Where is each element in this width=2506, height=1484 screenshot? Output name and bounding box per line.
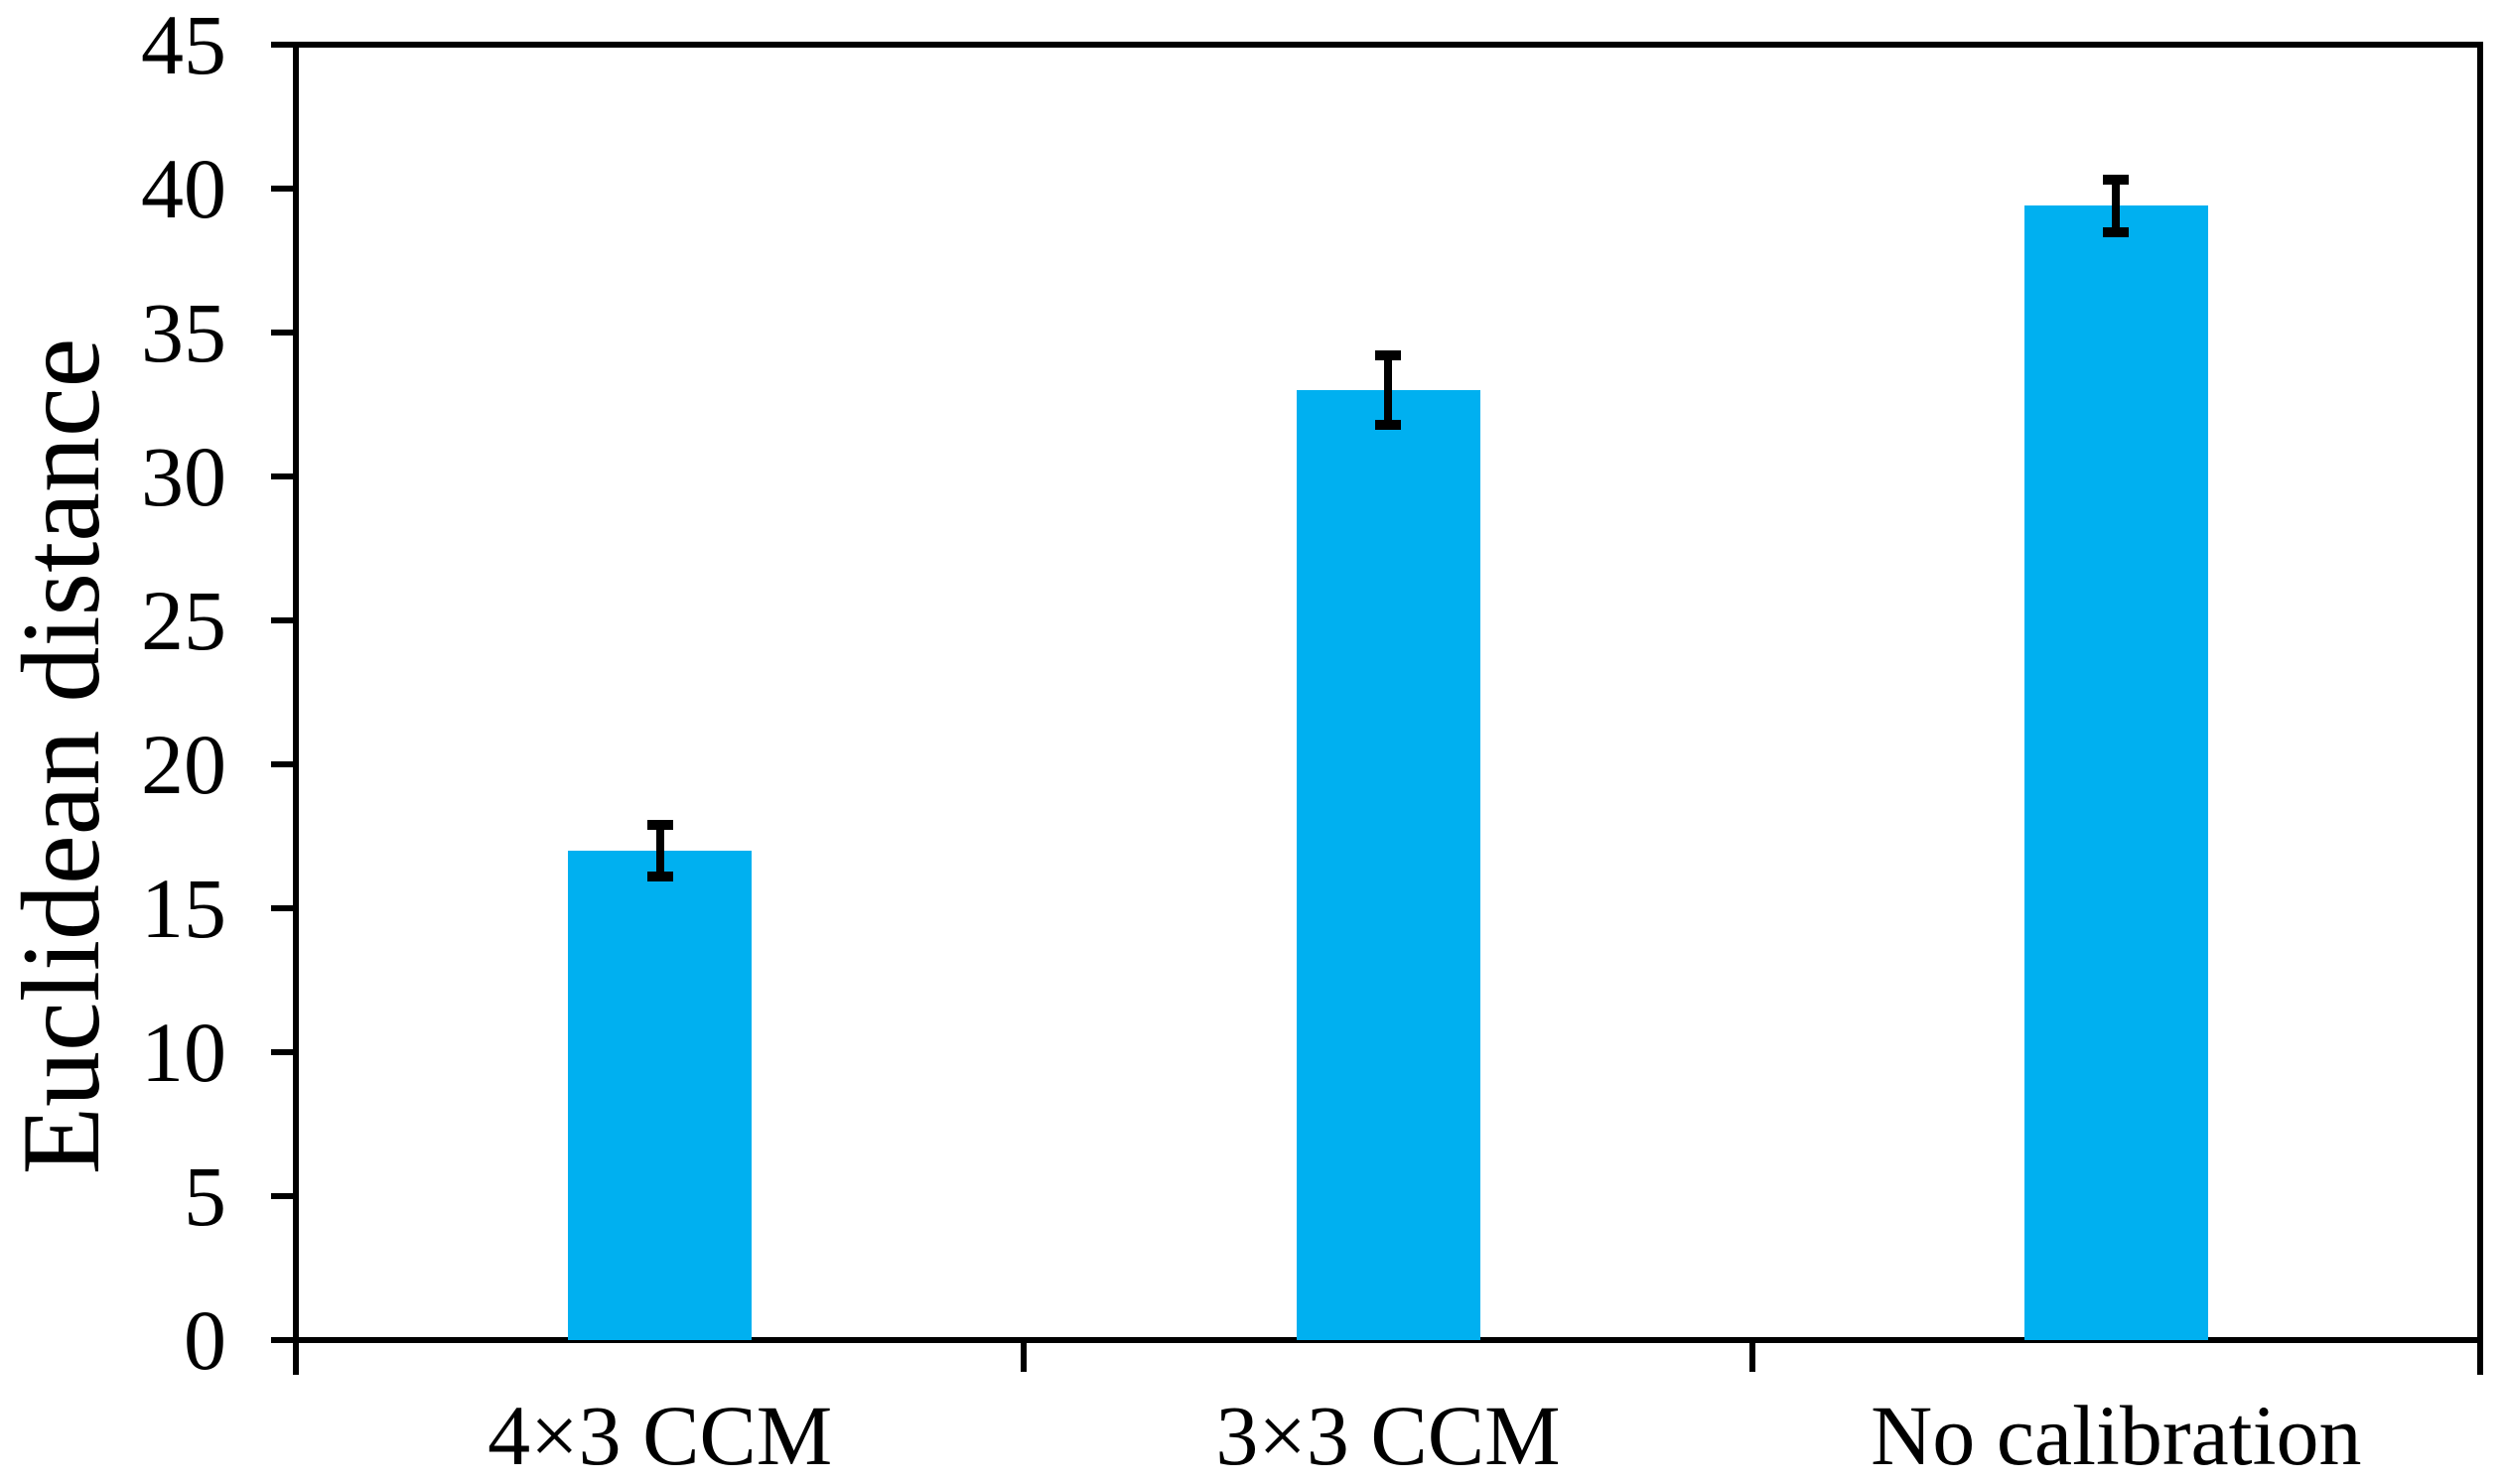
plot-top-border (271, 42, 2483, 48)
y-tick-label: 35 (141, 285, 226, 380)
y-tick (271, 330, 296, 336)
y-tick-label: 25 (141, 573, 226, 668)
y-tick-label: 15 (141, 861, 226, 956)
error-bar-line (2112, 180, 2121, 232)
y-tick (271, 1193, 296, 1199)
bar (568, 851, 753, 1340)
category-tick (1748, 1340, 1755, 1372)
error-bar-cap-bottom (2103, 226, 2130, 237)
y-tick-label: 20 (141, 717, 226, 812)
category-label: No calibration (1871, 1388, 2362, 1483)
error-bar-cap-top (646, 819, 673, 830)
bar (1296, 390, 1480, 1340)
category-label: 4×3 CCM (487, 1388, 833, 1483)
y-tick-label: 40 (141, 141, 226, 236)
plot-right-border (2477, 42, 2483, 1375)
error-bar-cap-top (2103, 175, 2130, 186)
y-tick (271, 761, 296, 767)
y-tick-label: 5 (184, 1148, 226, 1244)
y-tick (271, 1049, 296, 1055)
y-tick (271, 617, 296, 623)
bar (2023, 205, 2208, 1340)
category-label: 3×3 CCM (1215, 1388, 1561, 1483)
y-tick (271, 1337, 296, 1343)
y-tick-label: 10 (141, 1005, 226, 1100)
y-tick (271, 42, 296, 48)
error-bar-line (1384, 355, 1392, 425)
y-tick-label: 30 (141, 429, 226, 524)
error-bar-line (655, 824, 664, 877)
error-bar-cap-bottom (646, 872, 673, 882)
x-axis-line (271, 1337, 2483, 1343)
error-bar-cap-top (1375, 350, 1401, 361)
y-axis-line (293, 42, 299, 1375)
y-tick (271, 905, 296, 911)
y-tick (271, 473, 296, 479)
y-tick-label: 45 (141, 0, 226, 92)
y-tick-label: 0 (184, 1292, 226, 1388)
error-bar-cap-bottom (1375, 419, 1401, 430)
category-tick (1021, 1340, 1028, 1372)
y-tick (271, 186, 296, 192)
